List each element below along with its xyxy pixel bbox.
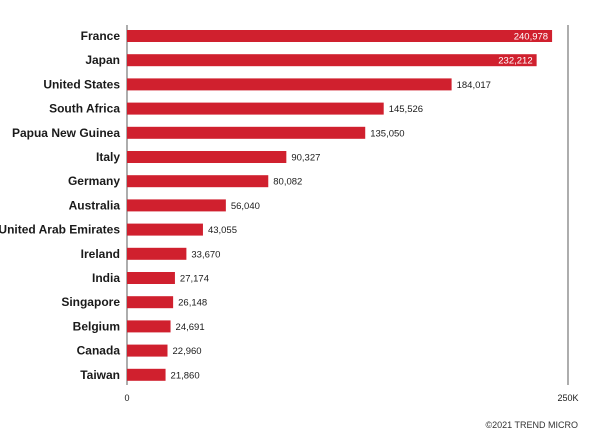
category-label: Papua New Guinea — [12, 126, 120, 140]
category-label: United States — [43, 77, 120, 91]
bar-south-africa — [127, 102, 384, 115]
bar-france — [127, 30, 553, 42]
value-label: 26,148 — [178, 298, 207, 309]
value-label: 33,670 — [191, 249, 220, 260]
category-label: France — [81, 29, 121, 43]
bar-papua-new-guinea — [127, 126, 366, 139]
bar-belgium — [127, 320, 171, 333]
category-label: United Arab Emirates — [0, 223, 120, 237]
bar-united-states — [127, 78, 452, 91]
bar-australia — [127, 199, 226, 212]
x-tick-label: 250K — [557, 393, 578, 403]
value-label: 22,960 — [173, 346, 202, 357]
bar-japan — [127, 54, 537, 67]
category-label: Singapore — [61, 295, 120, 309]
category-label: India — [92, 271, 120, 285]
value-label: 90,327 — [291, 153, 320, 164]
bar-ireland — [127, 247, 187, 260]
value-label: 240,978 — [514, 32, 548, 43]
bar-germany — [127, 175, 269, 188]
category-label: Ireland — [81, 247, 120, 261]
bar-canada — [127, 344, 168, 357]
value-label: 135,050 — [370, 128, 404, 139]
bar-singapore — [127, 296, 174, 309]
bar-india — [127, 272, 175, 284]
bar-united-arab-emirates — [127, 223, 203, 236]
x-tick-label: 0 — [124, 393, 129, 403]
category-label: Japan — [85, 53, 120, 67]
value-label: 80,082 — [273, 177, 302, 188]
value-label: 232,212 — [498, 56, 532, 67]
value-label: 43,055 — [208, 225, 237, 236]
bar-italy — [127, 151, 287, 163]
category-label: Belgium — [73, 319, 120, 333]
category-label: Australia — [69, 198, 121, 212]
category-label: South Africa — [49, 102, 120, 116]
category-label: Taiwan — [80, 368, 120, 382]
value-label: 56,040 — [231, 201, 260, 212]
value-label: 24,691 — [176, 322, 205, 333]
category-label: Canada — [77, 344, 121, 358]
value-label: 184,017 — [457, 80, 491, 91]
bar-taiwan — [127, 368, 166, 381]
copyright-footer: ©2021 TREND MICRO — [485, 420, 579, 430]
category-label: Germany — [68, 174, 120, 188]
value-label: 27,174 — [180, 274, 209, 285]
value-label: 145,526 — [389, 104, 423, 115]
value-label: 21,860 — [171, 370, 200, 381]
category-label: Italy — [96, 150, 120, 164]
